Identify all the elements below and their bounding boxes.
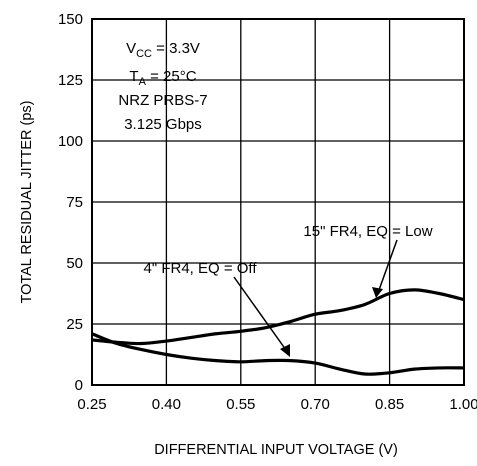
callout-low-arrowhead: [372, 287, 383, 298]
y-tick-label: 125: [58, 72, 83, 89]
series-callouts: 4" FR4, EQ = Off 15" FR4, EQ = Low: [143, 223, 433, 357]
x-tick-label: 1.00: [449, 396, 477, 413]
x-tick-label: 0.85: [375, 396, 404, 413]
x-tick-label: 0.25: [77, 396, 106, 413]
series-line-eq-low: [91, 288, 465, 346]
x-tick-label: 0.55: [226, 396, 255, 413]
conditions-block: VCC = 3.3V TA = 25°C NRZ PRBS-7 3.125 Gb…: [118, 40, 207, 133]
x-axis-label: DIFFERENTIAL INPUT VOLTAGE (V): [154, 442, 398, 458]
plot-frame: [91, 18, 465, 386]
callout-off-label: 4" FR4, EQ = Off: [143, 260, 257, 277]
pattern-label: NRZ PRBS-7: [118, 92, 207, 109]
y-tick-label: 0: [75, 377, 83, 394]
ta-label: TA = 25°C: [129, 68, 196, 88]
callout-low-label: 15" FR4, EQ = Low: [303, 223, 432, 240]
y-tick-label: 50: [66, 255, 83, 272]
y-tick-label: 25: [66, 316, 83, 333]
y-tick-label: 100: [58, 133, 83, 150]
y-tick-label: 150: [58, 11, 83, 28]
rate-label: 3.125 Gbps: [124, 116, 202, 133]
x-tick-label: 0.70: [301, 396, 330, 413]
x-tick-label: 0.40: [152, 396, 181, 413]
tick-labels: 0.25 0.40 0.55 0.70 0.85 1.00 0 25 50 75 100 125 150: [58, 11, 477, 413]
callout-off-arrowhead: [280, 344, 290, 357]
vcc-label: VCC = 3.3V: [126, 40, 200, 60]
y-axis-label: TOTAL RESIDUAL JITTER (ps): [19, 100, 35, 303]
callout-off-arrow-line: [233, 276, 287, 351]
series-line-eq-off: [91, 332, 465, 376]
callout-low-arrow-line: [378, 239, 398, 291]
series-lines: [91, 288, 465, 376]
y-tick-label: 75: [66, 194, 83, 211]
